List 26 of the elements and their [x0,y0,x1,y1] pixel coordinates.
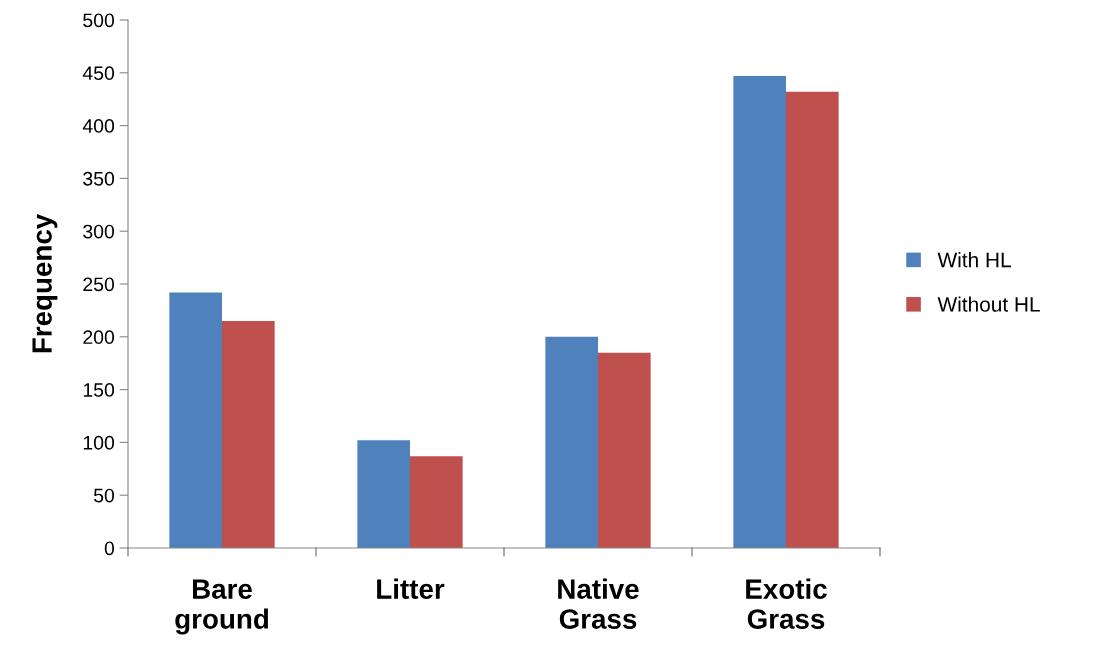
y-tick-label: 400 [82,119,115,133]
y-tick-label: 450 [82,66,115,81]
x-tick-label: Exotic Grass [746,578,827,629]
y-tick-label: 500 [83,13,115,28]
y-tick-label: 250 [83,277,115,292]
bar [598,352,651,548]
y-tick-label: 50 [93,488,115,503]
y-axis-title: Frequency [32,213,58,353]
x-tick-label: Native Grass [558,578,639,629]
bar [357,440,410,548]
bar [169,292,222,548]
legend-label: Without HL [937,296,1040,312]
x-tick-label: Litter [377,578,445,599]
bar [222,320,275,548]
x-tick-label: Bare ground [175,579,268,635]
bar [786,91,839,548]
y-tick-label: 100 [83,435,115,450]
legend-label: With HL [937,252,1011,268]
y-tick-label: 300 [83,224,115,239]
y-tick-label: 150 [83,383,115,397]
bar [410,456,463,548]
y-tick-label: 350 [83,171,115,186]
bar [545,336,598,548]
y-tick-label: 200 [83,330,115,345]
y-tick-label: 0 [104,541,115,556]
bar [733,75,786,548]
